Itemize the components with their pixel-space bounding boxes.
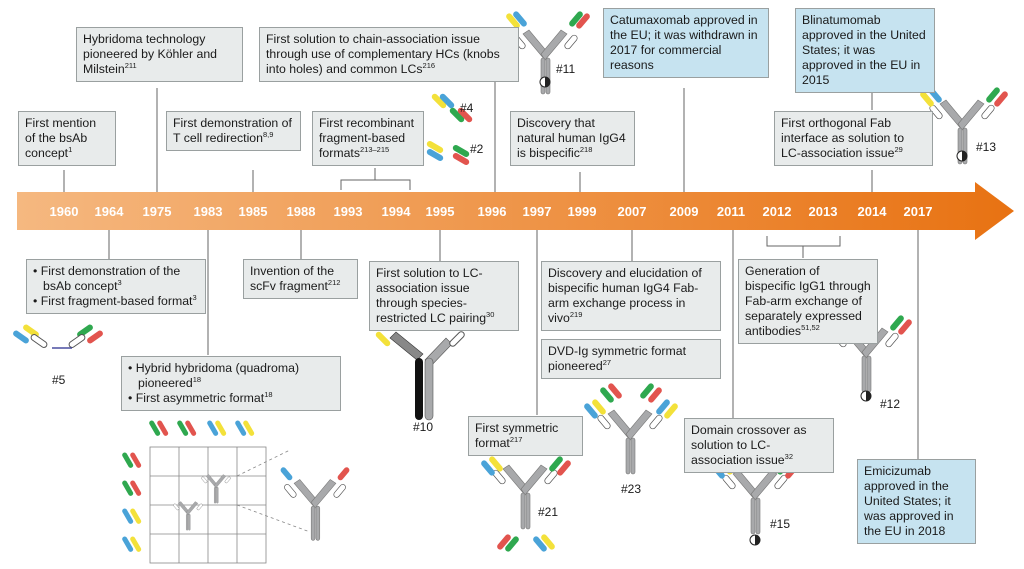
year-label: 2009 [669,204,699,219]
event-orthogonal-fab: First orthogonal Fab interface as soluti… [774,111,933,166]
event-igg4-bispecific: Discovery that natural human IgG4 is bis… [510,111,635,166]
format-label-23: #23 [621,482,642,496]
year-label: 2011 [716,204,746,219]
format-label-4: #4 [460,101,474,115]
format-label-10: #10 [413,420,434,434]
format-label-21: #21 [538,505,559,519]
event-bsab-demonstration: First demonstration of the bsAb concept3… [26,259,206,314]
format-label-5: #5 [52,373,66,387]
event-catumaxomab: Catumaxomab approved in the EU; it was w… [603,8,769,78]
year-label: 1988 [286,204,316,219]
event-blinatumomab: Blinatumomab approved in the United Stat… [795,8,935,93]
format-label-11: #11 [556,62,576,76]
year-label: 2017 [903,204,933,219]
event-fab-arm-exchange: Discovery and elucidation of bispecific … [541,261,721,331]
event-quadroma: Hybrid hybridoma (quadroma) pioneered18 … [121,356,341,411]
year-label: 1995 [425,204,455,219]
event-first-symmetric: First symmetric format217 [468,416,583,456]
event-first-mention: First mention of the bsAb concept1 [18,111,116,166]
year-label: 1994 [381,204,411,219]
year-label: 1985 [238,204,268,219]
format-label-15: #15 [770,517,791,531]
year-label: 1964 [94,204,124,219]
event-tcell: First demonstration of T cell redirectio… [166,111,301,151]
year-label: 1996 [477,204,507,219]
format-label-13: #13 [976,140,997,154]
year-label: 1975 [142,204,172,219]
year-label: 2014 [857,204,887,219]
event-domain-crossover: Domain crossover as solution to LC-assoc… [684,418,834,473]
event-species-restricted: First solution to LC-association issue t… [369,261,519,331]
event-igg1-fab-arm: Generation of bispecific IgG1 through Fa… [738,259,878,344]
year-label: 1993 [333,204,363,219]
format-label-12: #12 [880,397,901,411]
year-label: 1960 [49,204,79,219]
year-label: 1983 [193,204,223,219]
event-knobs-into-holes: First solution to chain-association issu… [259,27,519,82]
event-scfv: Invention of the scFv fragment212 [243,259,358,299]
format-label-2: #2 [470,142,484,156]
year-label: 2007 [617,204,647,219]
event-emicizumab: Emicizumab approved in the United States… [857,459,976,544]
year-label: 2013 [808,204,838,219]
year-label: 1997 [522,204,552,219]
year-label: 2012 [762,204,792,219]
event-hybridoma: Hybridoma technology pioneered by Köhler… [76,27,243,82]
event-dvd-ig: DVD-Ig symmetric format pioneered27 [541,339,721,379]
event-fragment-formats: First recombinant fragment-based formats… [312,111,424,166]
year-label: 1999 [567,204,597,219]
